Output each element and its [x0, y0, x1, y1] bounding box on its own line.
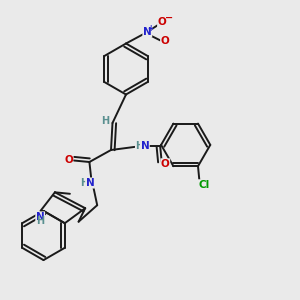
Text: N: N	[85, 178, 94, 188]
Text: −: −	[165, 13, 174, 23]
Text: H: H	[100, 116, 109, 126]
Text: H: H	[80, 178, 89, 188]
Text: O: O	[160, 36, 169, 46]
Text: N: N	[36, 212, 45, 222]
Text: O: O	[161, 159, 170, 169]
Text: O: O	[158, 17, 166, 27]
Text: H: H	[135, 141, 144, 151]
Text: O: O	[64, 155, 73, 166]
Text: H: H	[36, 216, 45, 226]
Text: N: N	[143, 27, 152, 37]
Text: Cl: Cl	[198, 180, 209, 190]
Text: +: +	[148, 24, 154, 33]
Text: N: N	[140, 141, 149, 151]
